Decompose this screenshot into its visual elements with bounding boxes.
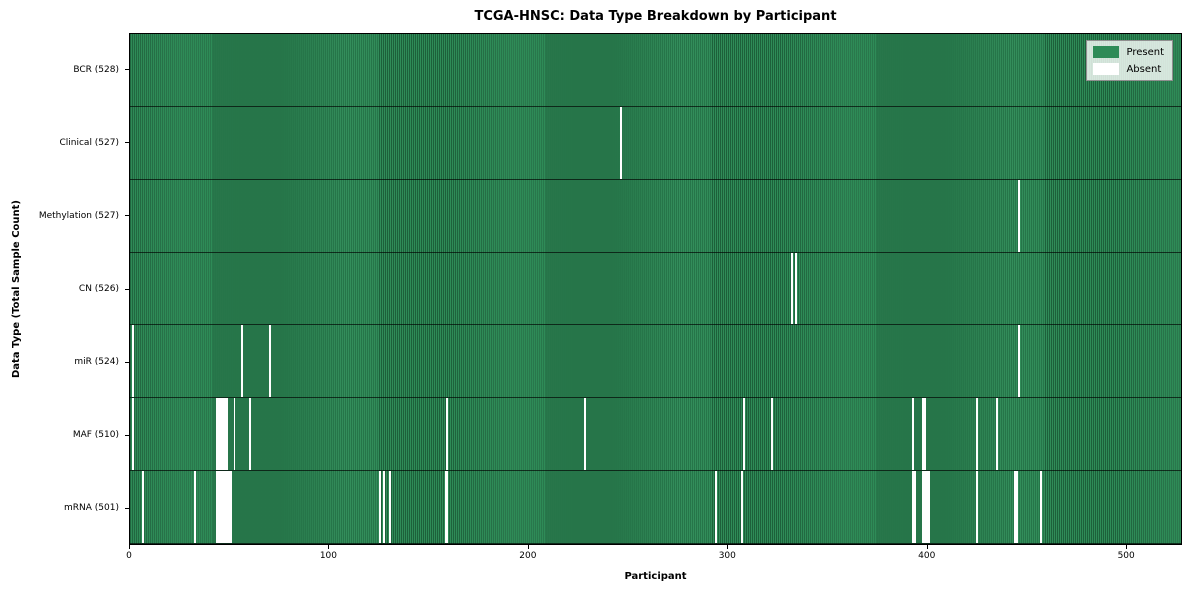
x-tick-label: 200: [519, 551, 537, 561]
legend-label-present: Present: [1126, 46, 1164, 58]
absent-cell: [1039, 471, 1042, 544]
x-tick-label: 500: [1117, 551, 1135, 561]
absent-cell: [1017, 179, 1020, 252]
absent-cell: [269, 325, 272, 398]
heatmap-row-clinical: [130, 106, 1181, 180]
x-tick-label: 100: [319, 551, 338, 561]
absent-cell: [924, 471, 927, 544]
x-tick-mark: [328, 545, 330, 549]
heatmap-row-mir: [130, 325, 1181, 399]
absent-cell: [928, 471, 931, 544]
x-tick-label: 400: [918, 551, 936, 561]
absent-cell: [223, 471, 226, 544]
y-tick-label: CN (526): [78, 284, 119, 294]
absent-cell: [141, 471, 144, 544]
y-tick-label: Clinical (527): [59, 137, 119, 148]
absent-cell: [922, 471, 925, 544]
absent-cell: [1013, 471, 1016, 544]
y-tick-mark: [125, 507, 129, 509]
absent-cell: [975, 398, 978, 471]
y-tick-mark: [125, 215, 129, 217]
absent-cell: [217, 471, 220, 544]
y-tick-mark: [125, 142, 129, 144]
absent-cell: [922, 398, 925, 471]
legend: Present Absent: [1086, 40, 1173, 81]
absent-cell: [225, 471, 228, 544]
absent-cell: [241, 325, 244, 398]
x-axis: 0 100 200 300 400 500: [126, 545, 1182, 571]
absent-cell: [912, 471, 915, 544]
y-tick-mark: [125, 288, 129, 290]
absent-cell: [217, 398, 220, 471]
absent-cell: [219, 398, 222, 471]
absent-cell: [794, 252, 797, 325]
absent-cell: [446, 398, 449, 471]
y-tick-label: MAF (510): [72, 430, 119, 441]
absent-cell: [227, 471, 230, 544]
y-tick-label: mRNA (501): [64, 503, 119, 514]
absent-cell: [914, 471, 917, 544]
x-axis-title: Participant: [624, 571, 687, 582]
absent-cell: [619, 106, 622, 179]
y-tick-mark: [125, 434, 129, 436]
absent-cell: [715, 471, 718, 544]
heatmap-row-methylation: [130, 179, 1181, 253]
absent-cell: [221, 398, 224, 471]
absent-cell: [233, 398, 236, 471]
absent-cell: [912, 398, 915, 471]
legend-swatch-absent: [1093, 63, 1120, 75]
y-tick-label: BCR (528): [73, 64, 119, 75]
absent-cell: [249, 398, 252, 471]
absent-cell: [446, 471, 449, 544]
absent-cell: [131, 398, 134, 471]
y-tick-label: miR (524): [74, 357, 119, 368]
y-tick-label: Methylation (527): [38, 210, 119, 221]
absent-cell: [1017, 325, 1020, 398]
absent-cell: [741, 471, 744, 544]
absent-cell: [225, 398, 228, 471]
legend-swatch-present: [1093, 46, 1120, 58]
absent-cell: [229, 471, 232, 544]
absent-cell: [790, 252, 793, 325]
absent-cell: [995, 398, 998, 471]
absent-cell: [444, 471, 447, 544]
heatmap-row-maf: [130, 398, 1181, 472]
y-tick-mark: [125, 69, 129, 71]
x-tick-mark: [926, 545, 928, 549]
absent-cell: [388, 471, 391, 544]
x-tick-mark: [527, 545, 529, 549]
legend-label-absent: Absent: [1126, 63, 1162, 75]
absent-cell: [926, 471, 929, 544]
y-tick-mark: [125, 361, 129, 363]
heatmap-row-bcr: [130, 34, 1181, 107]
absent-cell: [131, 325, 134, 398]
x-tick-mark: [1126, 545, 1128, 549]
absent-cell: [221, 471, 224, 544]
chart-title: TCGA-HNSC: Data Type Breakdown by Partic…: [474, 9, 837, 24]
x-tick-mark: [129, 545, 130, 549]
absent-cell: [583, 398, 586, 471]
y-axis-labels: BCR (528) Clinical (527) Methylation (527)…: [0, 33, 129, 545]
absent-cell: [378, 471, 381, 544]
absent-cell: [215, 398, 218, 471]
absent-cell: [382, 471, 385, 544]
absent-cell: [215, 471, 218, 544]
absent-cell: [193, 471, 196, 544]
absent-cell: [1015, 471, 1018, 544]
x-tick-label: 300: [718, 551, 736, 561]
heatmap-row-mrna: [130, 471, 1181, 545]
absent-cell: [975, 471, 978, 544]
legend-entry-absent: Absent: [1093, 63, 1164, 75]
absent-cell: [743, 398, 746, 471]
legend-entry-present: Present: [1093, 46, 1164, 58]
x-tick-label: 0: [126, 551, 132, 561]
heatmap-plot-area: Present Absent: [129, 33, 1182, 545]
heatmap-row-cn: [130, 252, 1181, 326]
absent-cell: [219, 471, 222, 544]
absent-cell: [223, 398, 226, 471]
x-tick-mark: [727, 545, 729, 549]
absent-cell: [924, 398, 927, 471]
absent-cell: [770, 398, 773, 471]
